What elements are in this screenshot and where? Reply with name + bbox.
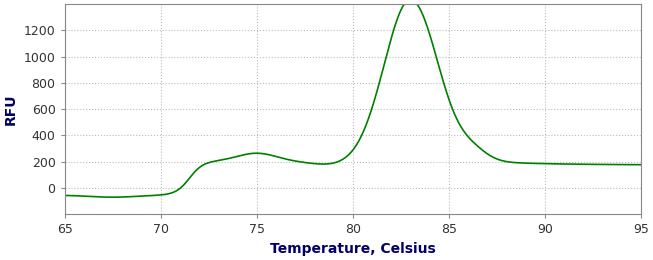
X-axis label: Temperature, Celsius: Temperature, Celsius (270, 242, 436, 256)
Y-axis label: RFU: RFU (4, 93, 18, 125)
